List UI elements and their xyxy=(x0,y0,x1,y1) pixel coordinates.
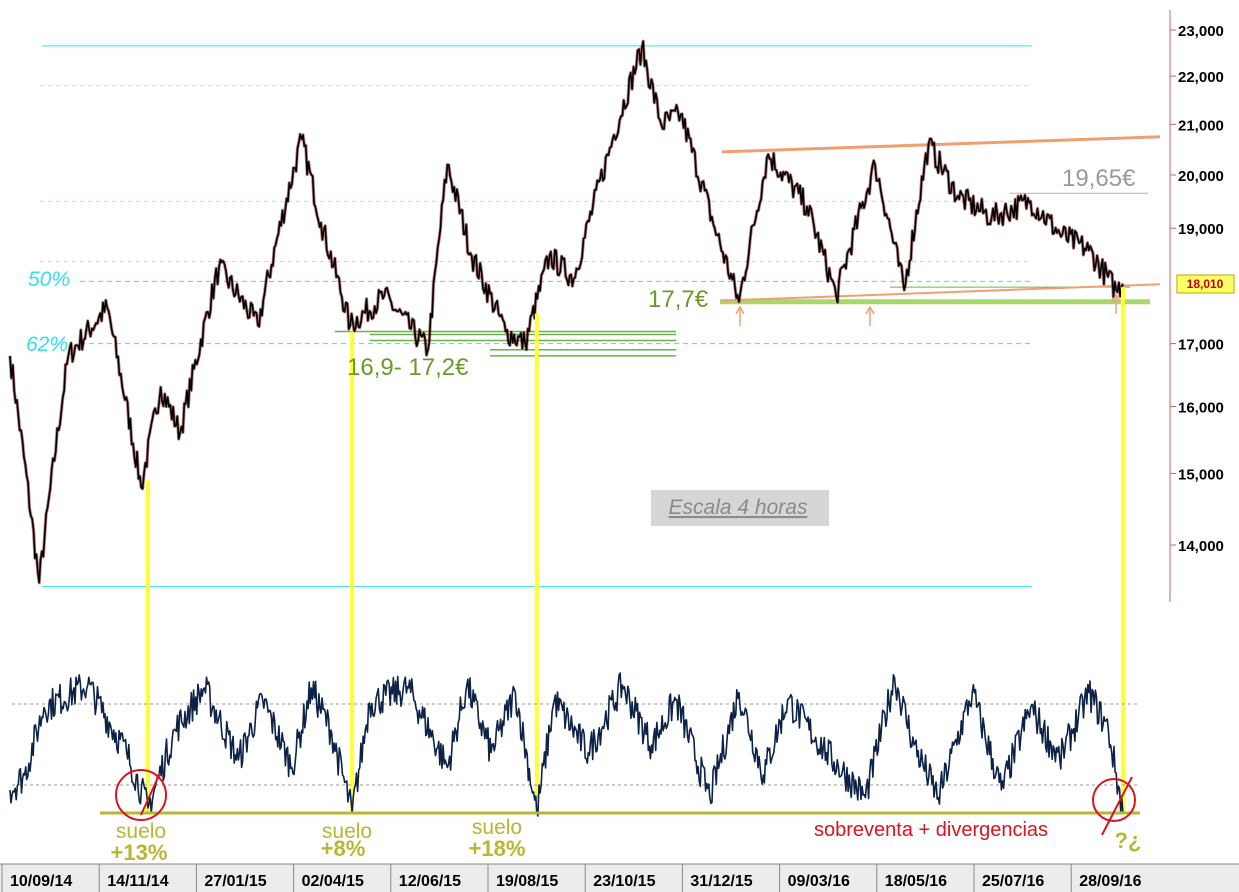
date-tick-label: 18/05/16 xyxy=(885,873,947,890)
current-signal-label: sobreventa + divergencias xyxy=(814,819,1048,841)
price-tick-label: 22,000 xyxy=(1178,69,1224,86)
date-tick-label: 31/12/15 xyxy=(690,873,752,890)
price-tick-label: 15,000 xyxy=(1178,466,1224,483)
price-tick-label: 16,000 xyxy=(1178,399,1224,416)
date-tick-label: 12/06/15 xyxy=(399,873,461,890)
channel-lower-line xyxy=(721,283,1161,302)
last-price-badge: 18,010 xyxy=(1176,274,1235,294)
last-price-badge-text: 18,010 xyxy=(1187,277,1224,291)
date-tick-label: 02/04/15 xyxy=(302,873,364,890)
date-tick-label: 09/03/16 xyxy=(788,873,850,890)
date-tick-label: 10/09/14 xyxy=(10,873,72,890)
annotation-note: Escala 4 horas xyxy=(651,490,829,526)
trend-channel xyxy=(721,135,1161,302)
price-series xyxy=(8,39,1125,585)
price-tick-label: 14,000 xyxy=(1178,538,1224,555)
price-axis-ticks: 23,000 22,000 21,000 20,000 19,000 17,000 16,0… xyxy=(1170,23,1224,555)
floor-circle-1-slash xyxy=(140,772,161,816)
price-panel xyxy=(8,39,1161,588)
date-axis-ticks: 10/09/14 14/11/14 27/01/15 02/04/15 12/06/15… xyxy=(1,864,1142,892)
floor-circle-1 xyxy=(115,769,167,821)
floor-label-2: suelo xyxy=(322,820,372,843)
price-tick-label: 23,000 xyxy=(1178,23,1224,40)
date-tick-label: 23/10/15 xyxy=(593,873,655,890)
oscillator-series xyxy=(9,672,1124,817)
date-tick-label: 19/08/15 xyxy=(496,873,558,890)
price-tick-label: 19,000 xyxy=(1178,221,1224,238)
support-label-17-7: 17,7€ xyxy=(648,286,709,313)
support-arrow-head xyxy=(735,305,745,315)
floor-label-3: suelo xyxy=(472,816,522,839)
floor-gain-3: +18% xyxy=(469,836,526,861)
support-arrows xyxy=(735,293,1121,326)
floor-label-1: suelo xyxy=(116,820,166,843)
oscillator-line xyxy=(9,672,1124,817)
retracement-label-50: 50% xyxy=(28,268,70,291)
resistance-label: 19,65€ xyxy=(1062,165,1136,192)
date-tick-label: 27/01/15 xyxy=(204,873,266,890)
retracement-label-62: 62% xyxy=(26,333,68,356)
current-signal-mark: ?¿ xyxy=(1115,828,1142,853)
support-arrow-head xyxy=(1111,293,1121,303)
price-tick-label: 20,000 xyxy=(1178,168,1224,185)
floor-gain-2: +8% xyxy=(321,836,366,861)
date-axis-background xyxy=(0,864,1239,892)
price-line xyxy=(9,40,1124,584)
price-tick-label: 21,000 xyxy=(1178,117,1224,134)
annotation-note-text: Escala 4 horas xyxy=(669,496,808,519)
oscillator-panel xyxy=(9,672,1140,836)
date-tick-label: 25/07/16 xyxy=(982,873,1044,890)
date-tick-label: 14/11/14 xyxy=(107,873,169,890)
vertical-markers xyxy=(146,287,1125,812)
channel-upper-line xyxy=(721,135,1161,154)
current-circle-slash xyxy=(1101,776,1133,836)
support-arrow-head xyxy=(865,305,875,315)
floor-gain-1: +13% xyxy=(111,840,168,865)
date-tick-label: 28/09/16 xyxy=(1079,873,1141,890)
support-label-range: 16,9- 17,2€ xyxy=(347,354,469,381)
current-circle xyxy=(1092,778,1136,822)
price-tick-label: 17,000 xyxy=(1178,337,1224,354)
